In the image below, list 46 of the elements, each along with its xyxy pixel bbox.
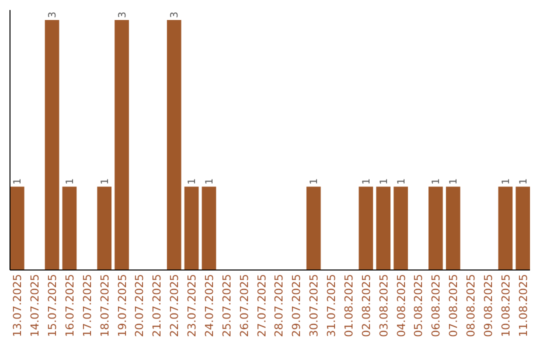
data-label: 1 [518, 178, 530, 185]
data-label: 3 [117, 12, 128, 18]
data-label: 1 [12, 178, 24, 185]
data-label: 1 [309, 178, 320, 185]
data-label: 1 [396, 178, 408, 185]
x-tick-label: 10.08.2025 [499, 274, 512, 337]
x-tick-label: 01.08.2025 [342, 274, 356, 337]
x-tick-label: 09.08.2025 [482, 274, 495, 337]
x-tick-label: 02.08.2025 [360, 274, 373, 337]
data-label: 1 [204, 178, 216, 185]
x-tick-label: 11.08.2025 [516, 274, 530, 337]
data-label: 1 [431, 178, 442, 185]
x-tick-label: 31.07.2025 [325, 274, 338, 337]
x-tick-label: 21.07.2025 [150, 274, 164, 337]
x-tick-label: 22.07.2025 [168, 274, 182, 337]
x-tick-label: 07.08.2025 [447, 274, 460, 337]
x-tick-label: 24.07.2025 [202, 274, 216, 337]
x-tick-label: 20.07.2025 [133, 274, 146, 337]
x-tick-label: 19.07.2025 [116, 274, 129, 337]
x-tick-label: 05.08.2025 [412, 274, 426, 337]
data-label: 1 [378, 178, 390, 185]
data-label: 1 [100, 178, 111, 185]
x-tick-label: 03.08.2025 [377, 274, 390, 337]
x-tick-label: 25.07.2025 [220, 274, 234, 337]
data-label: 3 [48, 12, 59, 18]
x-tick-label: 30.07.2025 [308, 274, 321, 337]
x-tick-label: 28.07.2025 [272, 274, 286, 337]
x-tick-label: 26.07.2025 [238, 274, 251, 337]
x-tick-label: 13.07.2025 [11, 274, 24, 337]
data-label: 1 [448, 178, 460, 185]
x-tick-label: 04.08.2025 [394, 274, 408, 337]
x-tick-label: 18.07.2025 [98, 274, 112, 337]
x-tick-label: 27.07.2025 [255, 274, 268, 337]
data-label: 1 [361, 178, 372, 185]
data-label: 1 [64, 178, 76, 185]
data-label: 3 [170, 12, 181, 18]
x-tick-label: 15.07.2025 [46, 274, 60, 337]
x-tick-label: 06.08.2025 [430, 274, 443, 337]
x-tick-label: 08.08.2025 [464, 274, 478, 337]
x-tick-label: 14.07.2025 [28, 274, 42, 337]
data-label: 1 [187, 178, 198, 185]
x-tick-label: 29.07.2025 [290, 274, 304, 337]
x-tick-label: 16.07.2025 [63, 274, 76, 337]
x-tick-label: 17.07.2025 [80, 274, 94, 337]
data-label: 1 [500, 178, 512, 185]
x-tick-label: 23.07.2025 [186, 274, 199, 337]
